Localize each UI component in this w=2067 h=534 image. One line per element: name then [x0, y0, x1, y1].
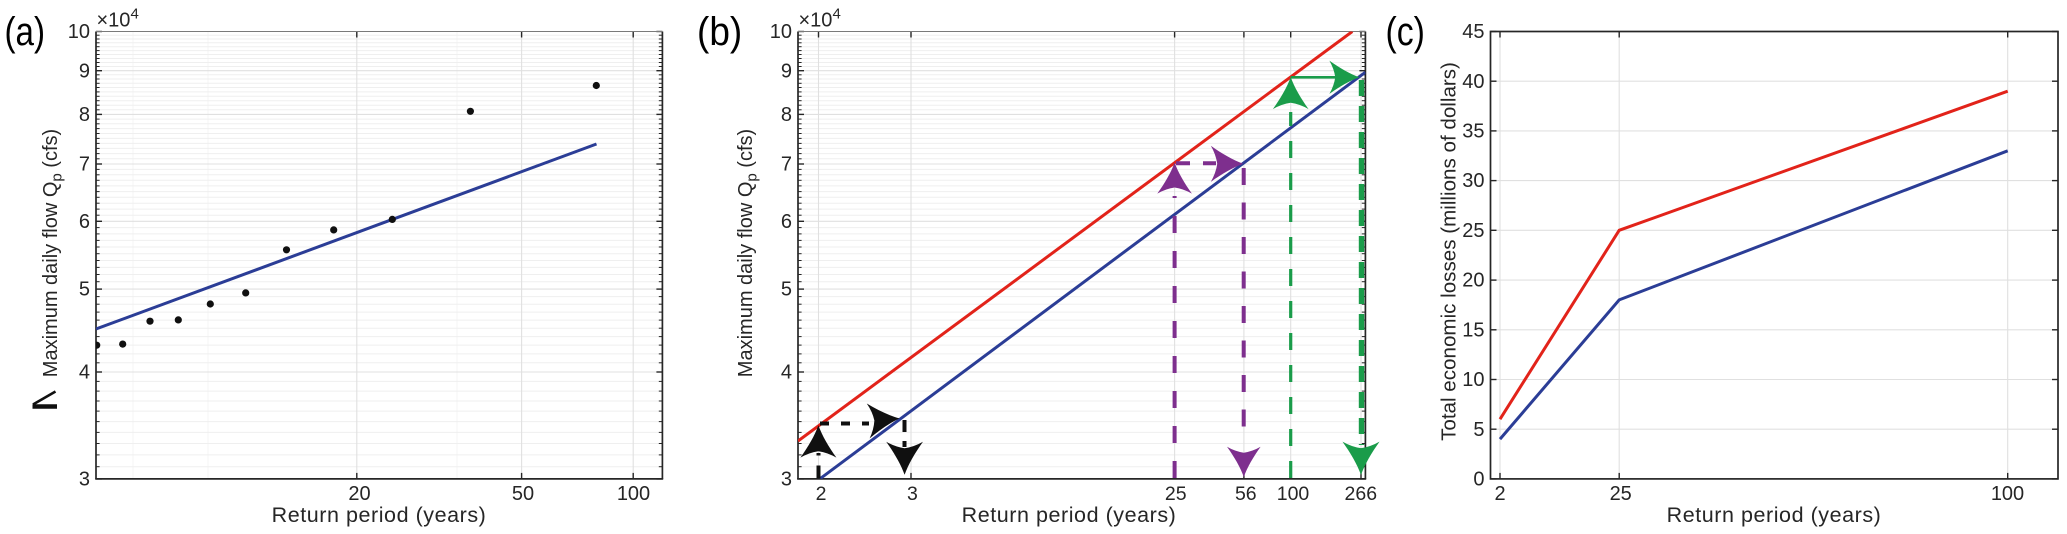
svg-text:100: 100 [1277, 483, 1310, 505]
svg-text:(c): (c) [1386, 10, 1425, 54]
svg-text:0: 0 [1473, 469, 1484, 491]
svg-text:10: 10 [68, 21, 90, 43]
svg-text:3: 3 [907, 483, 918, 505]
svg-text:100: 100 [617, 483, 650, 505]
svg-text:25: 25 [1610, 483, 1632, 505]
svg-text:Maximum daily flow Qp (cfs): Maximum daily flow Qp (cfs) [40, 129, 65, 377]
svg-text:(a): (a) [5, 10, 46, 54]
svg-text:100: 100 [1991, 483, 2024, 505]
svg-text:6: 6 [781, 211, 792, 233]
svg-text:6: 6 [79, 211, 90, 233]
svg-text:Total economic losses (million: Total economic losses (millions of dolla… [1438, 62, 1461, 441]
svg-text:10: 10 [770, 21, 792, 43]
svg-text:10: 10 [1462, 369, 1484, 391]
svg-text:3: 3 [79, 469, 90, 491]
svg-text:Return period (years): Return period (years) [1667, 503, 1882, 527]
svg-text:30: 30 [1462, 170, 1484, 192]
svg-text:8: 8 [79, 104, 90, 126]
svg-text:35: 35 [1462, 121, 1484, 143]
svg-text:5: 5 [1473, 419, 1484, 441]
svg-text:25: 25 [1462, 220, 1484, 242]
svg-text:9: 9 [79, 60, 90, 82]
svg-text:8: 8 [781, 104, 792, 126]
svg-text:20: 20 [348, 483, 370, 505]
svg-text:7: 7 [79, 154, 90, 176]
svg-text:2: 2 [816, 483, 827, 505]
svg-text:2: 2 [1494, 483, 1505, 505]
svg-text:20: 20 [1462, 270, 1484, 292]
svg-text:(b): (b) [697, 10, 742, 54]
svg-text:Maximum daily flow Qp (cfs): Maximum daily flow Qp (cfs) [735, 129, 760, 377]
svg-text:5: 5 [781, 279, 792, 301]
svg-text:50: 50 [512, 483, 534, 505]
svg-text:45: 45 [1462, 21, 1484, 43]
svg-text:3: 3 [781, 469, 792, 491]
svg-text:15: 15 [1462, 319, 1484, 341]
svg-text:7: 7 [781, 154, 792, 176]
svg-text:25: 25 [1165, 483, 1187, 505]
svg-text:5: 5 [79, 279, 90, 301]
svg-text:266: 266 [1345, 483, 1378, 505]
svg-text:4: 4 [781, 362, 792, 384]
svg-text:40: 40 [1462, 71, 1484, 93]
svg-text:9: 9 [781, 60, 792, 82]
svg-text:×104: ×104 [799, 6, 841, 32]
svg-text:4: 4 [79, 362, 90, 384]
svg-text:56: 56 [1235, 483, 1257, 505]
svg-text:Return period (years): Return period (years) [272, 503, 487, 527]
svg-text:Return period (years): Return period (years) [962, 503, 1177, 527]
